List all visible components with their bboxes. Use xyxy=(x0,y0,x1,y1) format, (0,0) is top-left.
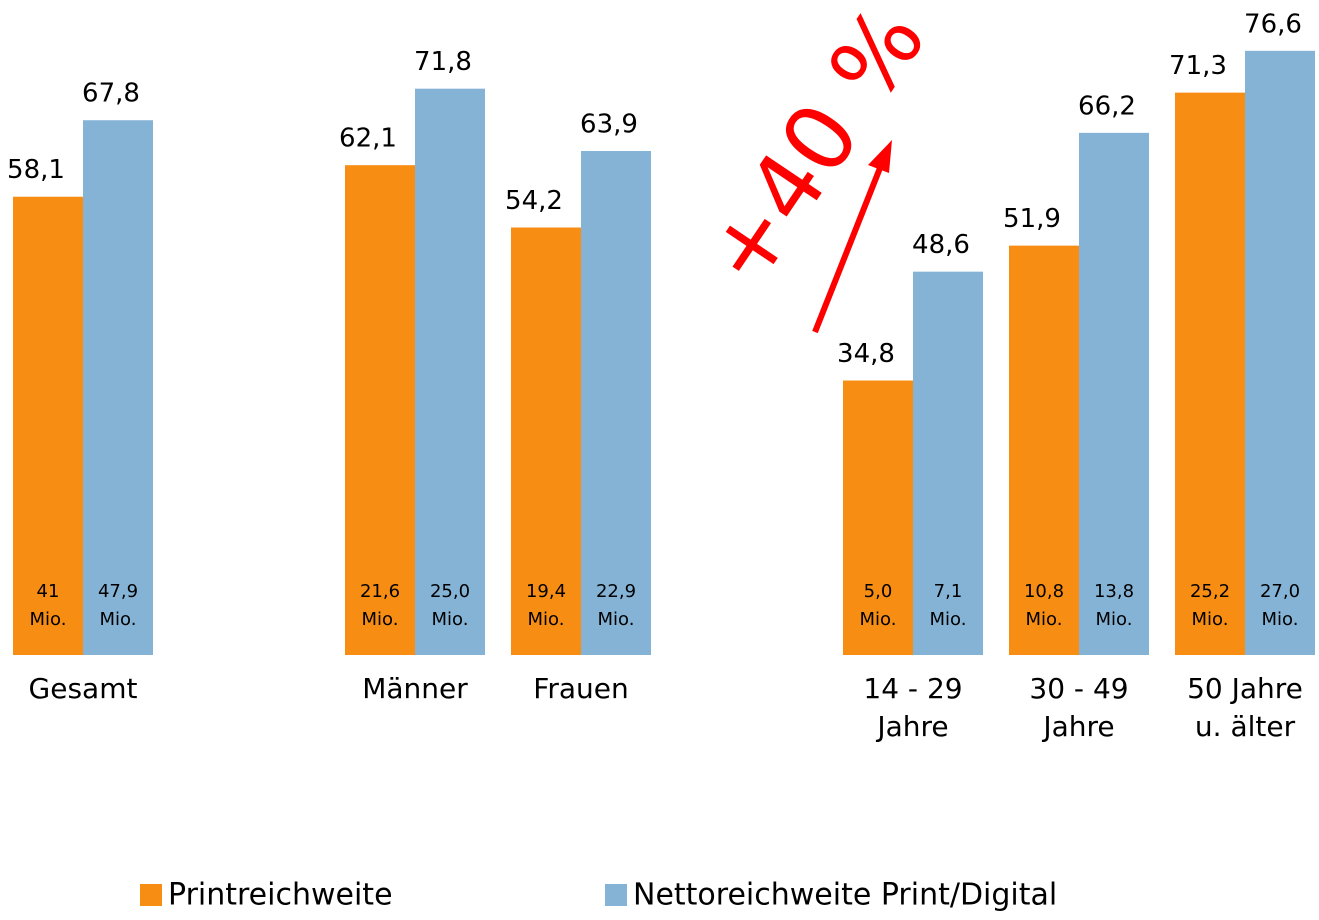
value-label: 71,8 xyxy=(414,47,472,77)
inner-unit: Mio. xyxy=(598,609,635,630)
inner-label: 13,8 xyxy=(1094,581,1134,602)
value-label: 51,9 xyxy=(1003,204,1061,234)
x-tick-label: 14 - 29 xyxy=(863,672,962,705)
bar xyxy=(511,227,581,655)
inner-unit: Mio. xyxy=(860,609,897,630)
inner-label: 27,0 xyxy=(1260,581,1300,602)
bar xyxy=(1175,92,1245,656)
legend-label: Nettoreichweite Print/Digital xyxy=(633,878,1057,913)
bar xyxy=(843,380,913,655)
value-label: 54,2 xyxy=(505,186,563,216)
legend-swatch xyxy=(605,884,627,906)
bar xyxy=(1245,50,1315,655)
inner-label: 25,0 xyxy=(430,581,470,602)
bar xyxy=(415,88,485,656)
x-tick-label: Jahre xyxy=(875,710,948,743)
bar xyxy=(581,150,651,655)
x-tick-label: Gesamt xyxy=(29,672,138,705)
x-tick-label: 50 Jahre xyxy=(1187,672,1303,705)
inner-unit: Mio. xyxy=(432,609,469,630)
x-tick-label: 30 - 49 xyxy=(1029,672,1128,705)
value-label: 63,9 xyxy=(580,109,638,139)
inner-label: 41 xyxy=(37,581,60,602)
bar xyxy=(1079,132,1149,655)
inner-label: 7,1 xyxy=(934,581,963,602)
bar xyxy=(345,165,415,655)
inner-unit: Mio. xyxy=(1262,609,1299,630)
x-tick-label: Jahre xyxy=(1041,710,1114,743)
inner-unit: Mio. xyxy=(1096,609,1133,630)
bar xyxy=(13,196,83,655)
value-label: 67,8 xyxy=(82,79,140,109)
bar xyxy=(83,120,153,656)
value-label: 71,3 xyxy=(1169,51,1227,81)
inner-label: 5,0 xyxy=(864,581,893,602)
annotation-arrow xyxy=(812,166,883,334)
value-label: 34,8 xyxy=(837,339,895,369)
inner-label: 47,9 xyxy=(98,581,138,602)
x-tick-label: Männer xyxy=(362,672,468,705)
inner-label: 10,8 xyxy=(1024,581,1064,602)
value-label: 66,2 xyxy=(1078,91,1136,121)
inner-unit: Mio. xyxy=(528,609,565,630)
bar xyxy=(1009,245,1079,656)
inner-label: 22,9 xyxy=(596,581,636,602)
inner-unit: Mio. xyxy=(1192,609,1229,630)
legend-label: Printreichweite xyxy=(168,878,393,913)
value-label: 48,6 xyxy=(912,230,970,260)
x-tick-label: u. älter xyxy=(1195,710,1296,743)
inner-unit: Mio. xyxy=(1026,609,1063,630)
inner-unit: Mio. xyxy=(930,609,967,630)
bar xyxy=(913,271,983,655)
inner-unit: Mio. xyxy=(362,609,399,630)
inner-label: 19,4 xyxy=(526,581,566,602)
value-label: 62,1 xyxy=(339,124,397,154)
x-tick-label: Frauen xyxy=(533,672,628,705)
inner-label: 25,2 xyxy=(1190,581,1230,602)
annotation: +40 % xyxy=(684,0,947,305)
value-label: 58,1 xyxy=(7,155,65,185)
inner-unit: Mio. xyxy=(100,609,137,630)
legend-swatch xyxy=(140,884,162,906)
inner-label: 21,6 xyxy=(360,581,400,602)
inner-unit: Mio. xyxy=(30,609,67,630)
value-label: 76,6 xyxy=(1244,9,1302,39)
annotation-arrowhead xyxy=(868,140,892,173)
